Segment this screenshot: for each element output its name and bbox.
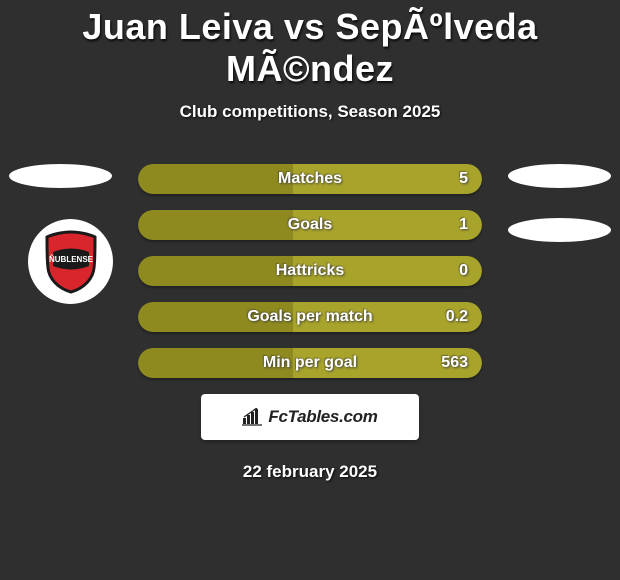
- stat-label: Matches: [138, 164, 482, 194]
- right-player-ellipse-1: [508, 164, 611, 188]
- date-label: 22 february 2025: [0, 462, 620, 482]
- stats-list: Matches 5 Goals 1 Hattricks 0 Goals per …: [138, 164, 482, 378]
- stat-value: 1: [459, 210, 468, 240]
- bar-chart-icon: [242, 408, 264, 426]
- site-logo-text: FcTables.com: [268, 407, 377, 427]
- site-logo: FcTables.com: [242, 407, 377, 427]
- stat-label: Min per goal: [138, 348, 482, 378]
- club-badge: ÑUBLENSE: [28, 219, 113, 304]
- page-subtitle: Club competitions, Season 2025: [0, 102, 620, 122]
- stat-value: 5: [459, 164, 468, 194]
- stat-label: Goals per match: [138, 302, 482, 332]
- content-area: ÑUBLENSE Matches 5 Goals 1 Hattricks: [0, 164, 620, 482]
- stat-value: 563: [441, 348, 468, 378]
- left-player-ellipse-1: [9, 164, 112, 188]
- stat-label: Hattricks: [138, 256, 482, 286]
- right-player-ellipse-2: [508, 218, 611, 242]
- page-title: Juan Leiva vs SepÃºlveda MÃ©ndez: [0, 6, 620, 90]
- infographic-container: Juan Leiva vs SepÃºlveda MÃ©ndez Club co…: [0, 0, 620, 580]
- stat-row-hattricks: Hattricks 0: [138, 256, 482, 286]
- stat-row-goals: Goals 1: [138, 210, 482, 240]
- club-shield-icon: ÑUBLENSE: [43, 230, 99, 294]
- club-badge-text: ÑUBLENSE: [48, 255, 93, 264]
- stat-row-goals-per-match: Goals per match 0.2: [138, 302, 482, 332]
- site-logo-box[interactable]: FcTables.com: [201, 394, 419, 440]
- stat-label: Goals: [138, 210, 482, 240]
- stat-value: 0: [459, 256, 468, 286]
- stat-value: 0.2: [446, 302, 468, 332]
- stat-row-matches: Matches 5: [138, 164, 482, 194]
- stat-row-min-per-goal: Min per goal 563: [138, 348, 482, 378]
